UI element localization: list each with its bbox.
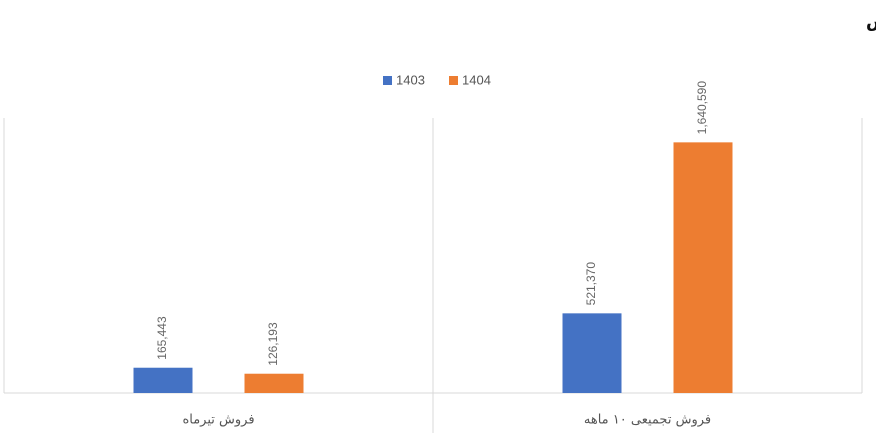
legend-label: 1403 [396, 72, 425, 87]
x-tick-label: فروش تجمیعی ۱۰ ماهه [584, 413, 711, 428]
legend-label: 1404 [462, 72, 491, 87]
legend-swatch [383, 76, 392, 85]
chart-title: نمودار مقایسه روند فروش ماه تیر و تجمیعی… [866, 12, 876, 32]
value-label: 521,370 [584, 262, 598, 306]
value-label: 165,443 [155, 316, 169, 360]
value-label: 1,640,590 [695, 81, 709, 135]
bar [562, 313, 622, 393]
bar [133, 367, 193, 393]
x-tick-label: فروش تیرماه [182, 413, 254, 428]
bar [673, 142, 733, 393]
bar [244, 373, 304, 393]
legend-swatch [449, 76, 458, 85]
value-label: 126,193 [266, 322, 280, 366]
